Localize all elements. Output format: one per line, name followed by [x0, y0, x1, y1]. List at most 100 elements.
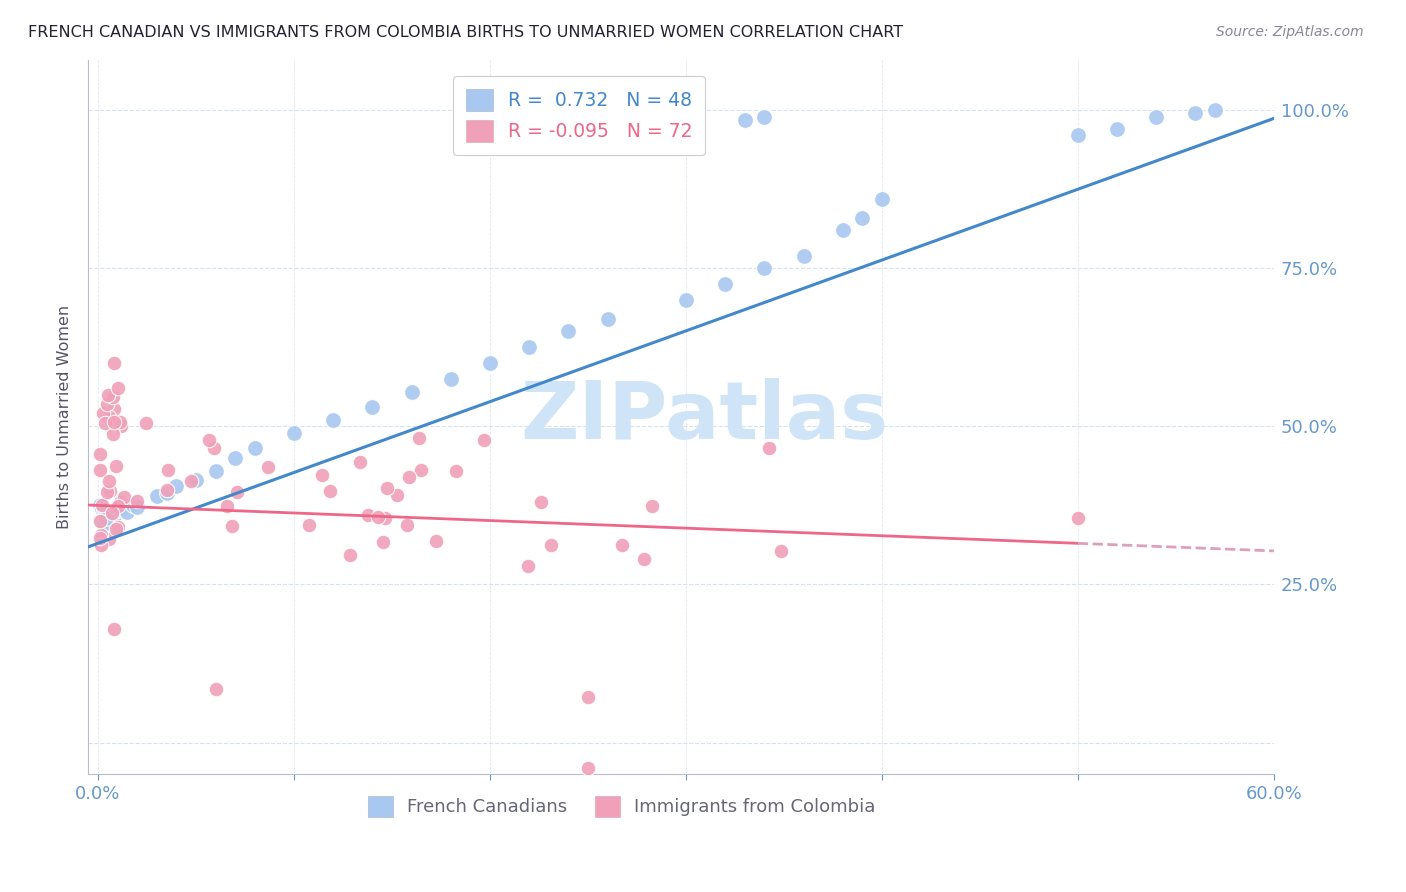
Point: [409, 463, 432, 477]
Point: [103, 402, 125, 417]
Point: [401, 384, 423, 399]
Point: [633, 552, 655, 566]
Point: [373, 534, 395, 549]
Point: [100, 507, 122, 521]
Point: [93, 406, 115, 420]
Point: [1067, 511, 1090, 525]
Point: [110, 415, 132, 429]
Point: [440, 372, 463, 386]
Point: [540, 538, 562, 552]
Point: [870, 192, 893, 206]
Point: [610, 538, 633, 552]
Point: [339, 548, 361, 562]
Point: [311, 467, 333, 482]
Point: [97, 388, 120, 402]
Point: [135, 417, 157, 431]
Point: [769, 544, 792, 558]
Point: [184, 473, 207, 487]
Point: [298, 517, 321, 532]
Point: [122, 499, 145, 513]
Point: [165, 479, 187, 493]
Point: [108, 495, 131, 509]
Point: [180, 474, 202, 488]
Point: [93, 517, 115, 532]
Point: [734, 112, 756, 127]
Point: [851, 211, 873, 225]
Point: [94, 416, 117, 430]
Text: Source: ZipAtlas.com: Source: ZipAtlas.com: [1216, 25, 1364, 39]
Point: [754, 261, 776, 276]
Point: [1067, 128, 1090, 143]
Point: [98, 474, 121, 488]
Point: [89, 499, 111, 513]
Point: [204, 464, 226, 478]
Point: [516, 558, 538, 573]
Point: [221, 519, 243, 533]
Point: [557, 325, 579, 339]
Point: [89, 463, 111, 477]
Point: [90, 501, 112, 516]
Point: [89, 514, 111, 528]
Point: [408, 431, 430, 445]
Point: [478, 356, 501, 370]
Point: [225, 485, 247, 500]
Point: [107, 499, 129, 513]
Point: [530, 495, 553, 509]
Point: [374, 511, 396, 525]
Point: [217, 499, 239, 513]
Point: [156, 483, 179, 497]
Point: [1144, 110, 1167, 124]
Point: [101, 390, 124, 404]
Point: [107, 520, 129, 534]
Point: [425, 533, 447, 548]
Point: [596, 311, 619, 326]
Point: [576, 761, 599, 775]
Point: [101, 426, 124, 441]
Text: FRENCH CANADIAN VS IMMIGRANTS FROM COLOMBIA BIRTHS TO UNMARRIED WOMEN CORRELATIO: FRENCH CANADIAN VS IMMIGRANTS FROM COLOM…: [28, 25, 903, 40]
Point: [127, 500, 149, 515]
Point: [103, 509, 125, 524]
Point: [375, 481, 398, 495]
Point: [576, 690, 599, 704]
Point: [94, 505, 117, 519]
Point: [202, 442, 225, 456]
Point: [754, 110, 776, 124]
Point: [98, 483, 121, 498]
Point: [1204, 103, 1226, 118]
Point: [758, 441, 780, 455]
Point: [517, 340, 540, 354]
Point: [322, 413, 344, 427]
Point: [385, 488, 408, 502]
Point: [97, 508, 120, 522]
Point: [96, 485, 118, 500]
Point: [361, 401, 384, 415]
Point: [675, 293, 697, 307]
Point: [127, 494, 149, 508]
Point: [1184, 106, 1206, 120]
Point: [357, 508, 380, 523]
Point: [472, 433, 495, 447]
Point: [349, 455, 371, 469]
Point: [110, 501, 132, 516]
Point: [103, 356, 125, 370]
Point: [98, 410, 121, 425]
Point: [243, 442, 266, 456]
Legend: French Canadians, Immigrants from Colombia: French Canadians, Immigrants from Colomb…: [359, 787, 884, 826]
Point: [107, 503, 129, 517]
Point: [91, 498, 114, 512]
Point: [96, 396, 118, 410]
Point: [145, 489, 167, 503]
Y-axis label: Births to Unmarried Women: Births to Unmarried Women: [58, 305, 72, 529]
Point: [831, 223, 853, 237]
Text: ZIPatlas: ZIPatlas: [520, 378, 889, 456]
Point: [367, 510, 389, 524]
Point: [318, 483, 340, 498]
Point: [283, 425, 305, 440]
Point: [107, 381, 129, 395]
Point: [97, 532, 120, 546]
Point: [89, 447, 111, 461]
Point: [398, 470, 420, 484]
Point: [89, 531, 111, 545]
Point: [112, 490, 135, 504]
Point: [94, 511, 117, 525]
